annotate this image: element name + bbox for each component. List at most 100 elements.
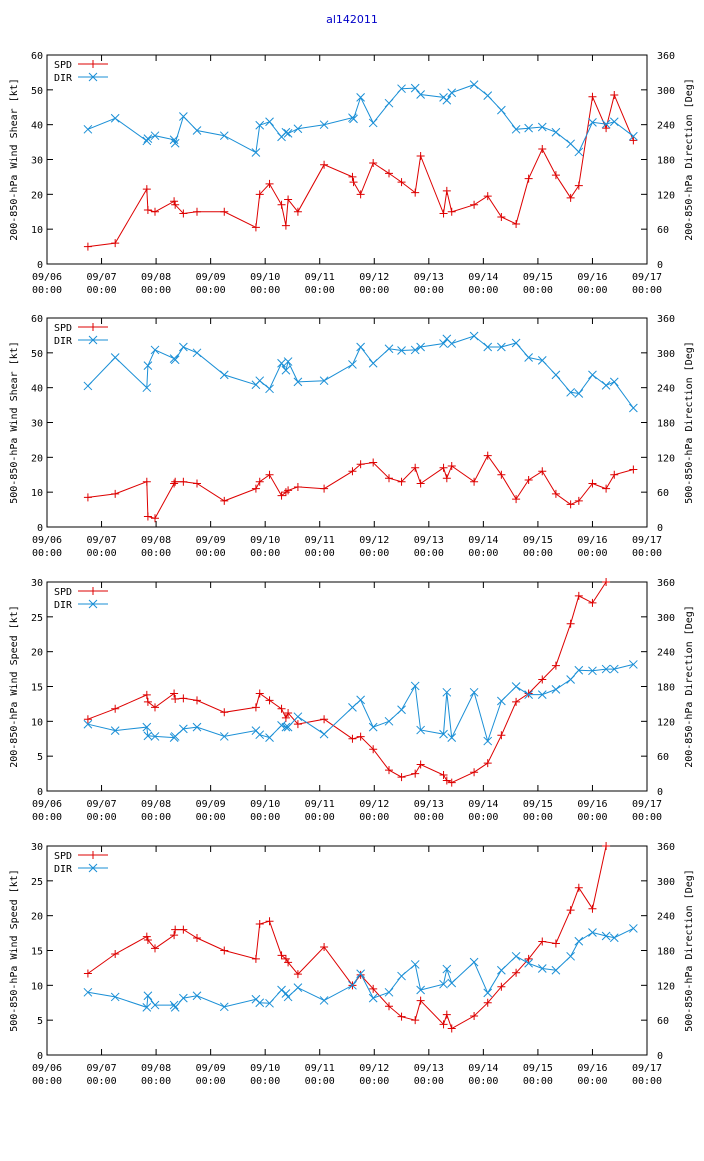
series-dir-point	[281, 722, 291, 732]
series-dir-point	[170, 1003, 180, 1012]
x-tick-time: 00:00	[577, 548, 607, 559]
y-tick-label: 25	[31, 613, 43, 624]
x-tick-time: 00:00	[32, 812, 62, 823]
legend-label-dir: DIR	[54, 73, 73, 84]
series-dir-point	[219, 732, 229, 741]
series-dir-point	[255, 376, 265, 386]
series-dir-point	[169, 1000, 179, 1010]
x-tick-time: 00:00	[196, 812, 226, 823]
series-spd-point	[143, 697, 152, 706]
series-spd-point	[142, 477, 151, 486]
x-tick-date: 09/13	[414, 799, 444, 810]
y2-tick-label: 300	[657, 877, 675, 888]
series-spd-point	[369, 158, 378, 167]
legend-marker-spd	[89, 851, 97, 859]
series-dir-point	[192, 348, 202, 358]
series-dir-point	[469, 957, 479, 967]
x-tick-date: 09/06	[32, 799, 62, 810]
series-spd-point	[411, 188, 420, 197]
x-tick-time: 00:00	[577, 285, 607, 296]
series-spd-point	[151, 207, 159, 216]
series-dir-point	[629, 660, 638, 669]
series-spd-point	[447, 462, 456, 471]
series-dir-point	[410, 960, 420, 969]
series-dir-point	[179, 112, 188, 121]
y-tick-label: 0	[37, 260, 43, 271]
series-dir-point	[416, 725, 425, 735]
y2-tick-label: 120	[657, 717, 675, 728]
series-spd-point	[411, 769, 420, 778]
series-spd-point	[483, 759, 492, 768]
series-spd-point	[385, 1002, 393, 1011]
series-spd-point	[397, 178, 406, 187]
legend-label-dir: DIR	[54, 864, 73, 875]
series-spd-point	[442, 186, 451, 195]
series-spd-point	[83, 493, 92, 502]
y-tick-label: 15	[31, 683, 43, 694]
series-spd-point	[574, 496, 583, 505]
series-spd-point	[524, 475, 533, 484]
series-spd-point	[151, 514, 159, 523]
series-dir-point	[447, 733, 457, 742]
series-spd-point	[369, 984, 378, 993]
series-spd-point	[143, 512, 152, 521]
series-dir-point	[368, 358, 378, 368]
x-tick-time: 00:00	[414, 285, 444, 296]
x-tick-date: 09/10	[250, 272, 280, 283]
series-dir-point	[497, 965, 506, 975]
series-spd-point	[497, 470, 506, 479]
series-spd-point	[281, 713, 290, 722]
series-spd-point	[439, 209, 448, 218]
series-dir-point	[511, 682, 521, 691]
y-tick-label: 30	[31, 156, 43, 167]
series-spd-point	[220, 708, 229, 717]
x-tick-time: 00:00	[32, 1076, 62, 1087]
x-tick-time: 00:00	[32, 548, 62, 559]
series-spd-point	[574, 883, 583, 892]
series-spd-point	[293, 720, 302, 729]
series-spd-point	[369, 745, 378, 754]
x-tick-date: 09/11	[305, 272, 335, 283]
x-tick-date: 09/12	[359, 272, 389, 283]
series-dir-point	[265, 733, 274, 742]
series-spd-point	[497, 982, 506, 991]
series-spd-point	[142, 932, 151, 941]
series-dir-point	[439, 979, 448, 989]
series-spd-point	[251, 703, 260, 712]
series-spd-point	[348, 734, 357, 743]
series-dir-point	[524, 958, 533, 968]
series-dir-point	[384, 987, 394, 997]
y-tick-label: 20	[31, 912, 43, 923]
series-dir-point	[170, 732, 180, 741]
series-spd-point	[320, 715, 329, 724]
series-dir-point	[219, 131, 229, 141]
y2-tick-label: 0	[657, 787, 663, 798]
y-tick-label: 10	[31, 717, 43, 728]
x-tick-date: 09/14	[468, 272, 498, 283]
x-tick-time: 00:00	[141, 1076, 171, 1087]
y2-tick-label: 360	[657, 842, 675, 853]
series-dir-point	[439, 729, 448, 739]
x-tick-time: 00:00	[523, 285, 553, 296]
series-dir-point	[483, 342, 493, 352]
y-axis-label: 200-850-hPa Wind Speed [kt]	[9, 605, 20, 768]
series-dir-point	[384, 98, 394, 108]
series-dir-point	[384, 344, 394, 354]
series-spd-point	[447, 778, 456, 787]
series-spd-point	[255, 477, 264, 486]
series-dir-point	[368, 993, 378, 1003]
series-spd-line	[87, 845, 607, 1030]
x-tick-time: 00:00	[632, 1076, 662, 1087]
series-spd-point	[170, 479, 179, 488]
legend: SPD DIR	[54, 323, 108, 347]
legend: SPD DIR	[54, 60, 108, 84]
y-axis-label: 500-850-hPa Wind Speed [kt]	[9, 869, 20, 1032]
y-tick-label: 0	[37, 787, 43, 798]
series-spd-point	[171, 477, 180, 486]
series-spd-point	[439, 463, 448, 472]
y2-tick-label: 0	[657, 1051, 663, 1062]
series-spd-point	[277, 704, 286, 713]
series-spd-point	[293, 207, 302, 216]
x-tick-date: 09/11	[305, 799, 335, 810]
series-spd-point	[574, 591, 583, 600]
